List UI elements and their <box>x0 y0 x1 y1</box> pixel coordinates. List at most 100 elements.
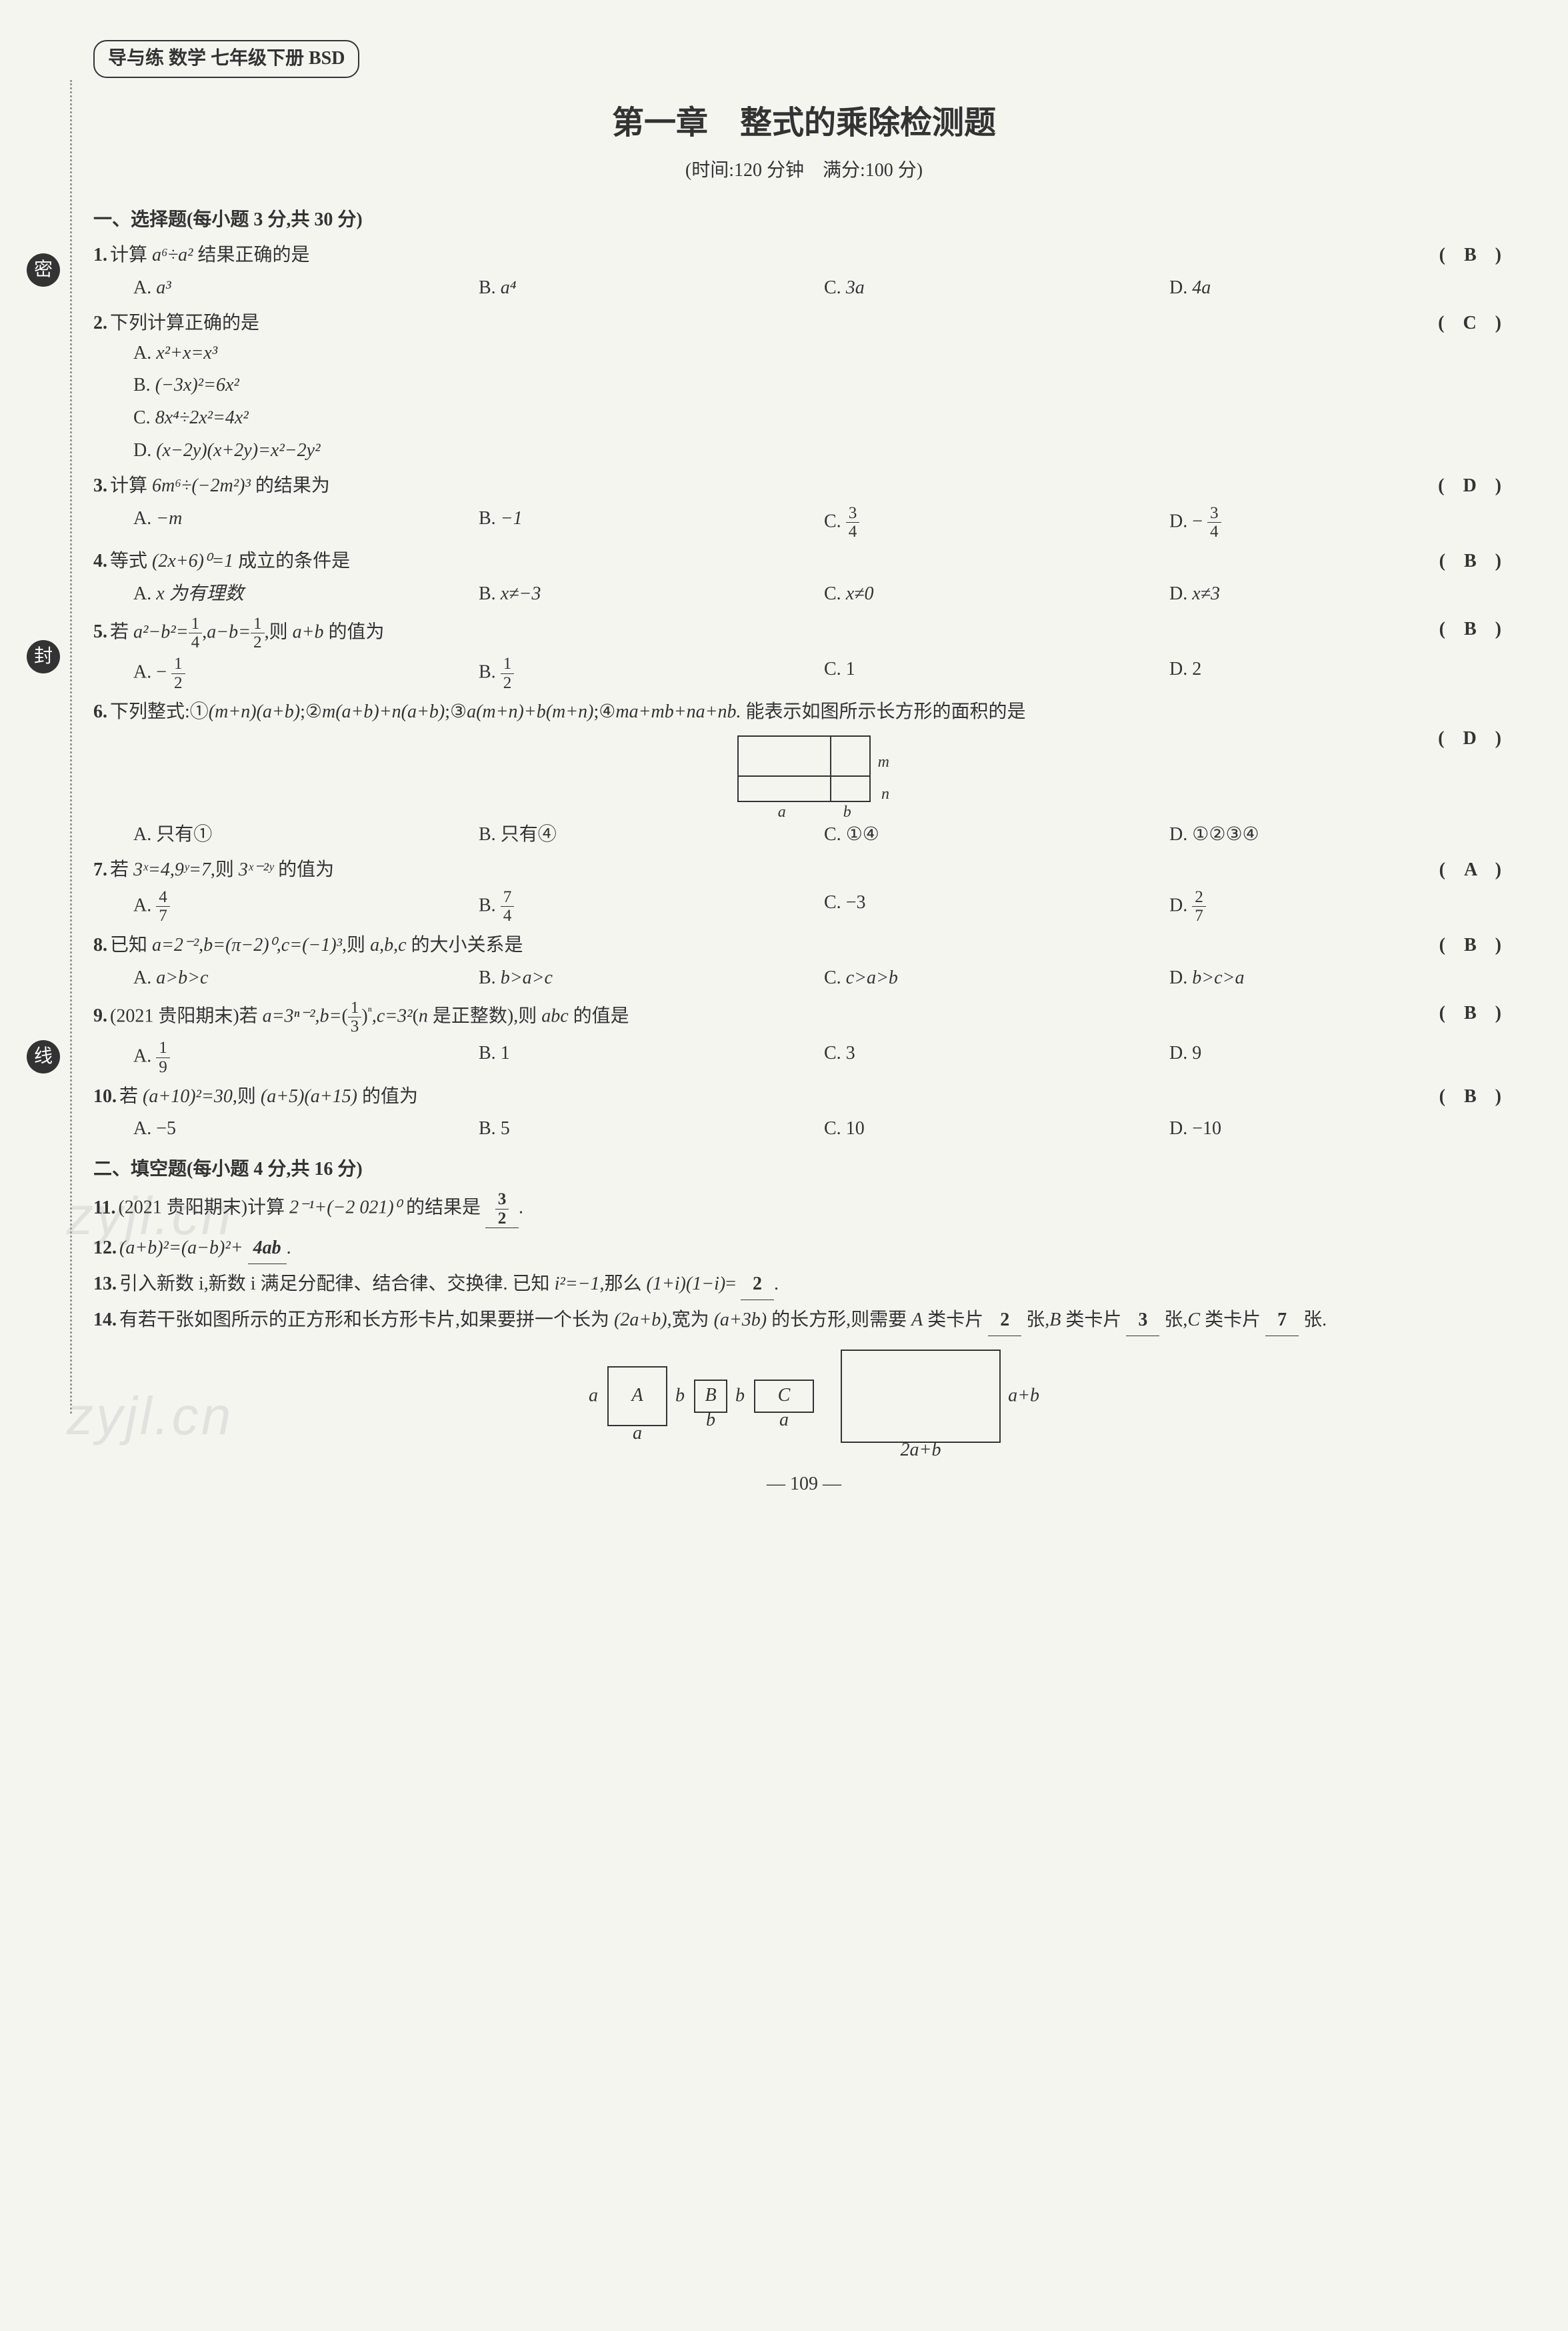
answer: ( A ) <box>1439 855 1501 885</box>
text-part: 计算 <box>110 245 152 265</box>
option-A: A. −m <box>133 504 479 541</box>
answer: ( B ) <box>1439 615 1501 645</box>
opt-text: −m <box>156 508 182 529</box>
option-B: B. 74 <box>479 888 824 925</box>
answer: ( C ) <box>1438 309 1501 339</box>
frac-den: 2 <box>495 1210 509 1228</box>
opt-text: c>a>b <box>846 967 898 988</box>
side-label: a <box>779 1406 789 1436</box>
q-text: (2021 贵阳期末)若 a=3ⁿ⁻²,b=(13)ⁿ,c=3²(n 是正整数)… <box>110 999 1515 1036</box>
q-num: 10. <box>93 1082 117 1112</box>
q-num: 2. <box>93 309 107 339</box>
option-C: C. ①④ <box>824 820 1169 850</box>
opt-text: x≠−3 <box>501 583 541 604</box>
question-5: 5. 若 a²−b²=14,a−b=12,则 a+b 的值为 ( B ) A. … <box>93 615 1515 693</box>
math: a²−b²= <box>133 621 189 642</box>
opt-text: ①④ <box>846 824 879 845</box>
figure-rect: m n a b <box>93 735 1515 812</box>
option-A: A. a³ <box>133 273 479 303</box>
opt-text: 8x⁴÷2x²=4x² <box>155 407 249 428</box>
period: . <box>774 1274 779 1294</box>
q-num: 6. <box>93 697 107 727</box>
question-8: 8. 已知 a=2⁻²,b=(π−2)⁰,c=(−1)³,则 a,b,c 的大小… <box>93 931 1515 993</box>
question-14: 14. 有若干张如图所示的正方形和长方形卡片,如果要拼一个长为 (2a+b),宽… <box>93 1306 1515 1443</box>
v-line <box>830 737 831 801</box>
text-part: ( <box>413 1005 419 1026</box>
side-label: 2a+b <box>901 1436 941 1466</box>
q-text: (2021 贵阳期末)计算 2⁻¹+(−2 021)⁰ 的结果是 32. <box>118 1190 1515 1228</box>
opt-text: a⁴ <box>501 277 517 298</box>
math: a⁶÷a² <box>152 245 193 265</box>
opt-text: b>a>c <box>501 967 553 988</box>
text-part: 的值是 <box>569 1005 629 1026</box>
math: (a+3b) <box>714 1310 767 1330</box>
answer-letter: B <box>1464 551 1477 571</box>
frac-den: 2 <box>501 674 515 693</box>
math: ma+mb+na+nb. <box>615 701 741 722</box>
text-part: 的结果是 <box>401 1198 481 1218</box>
math: 6m⁶÷(−2m²)³ <box>152 475 251 496</box>
text-part: ,那么 <box>600 1274 647 1294</box>
answer-letter: B <box>1464 935 1477 955</box>
page-subtitle: (时间:120 分钟 满分:100 分) <box>93 156 1515 186</box>
frac-num: 1 <box>251 615 265 634</box>
card-C: C b a <box>754 1380 814 1413</box>
math: (2a+b) <box>614 1310 667 1330</box>
fraction: 12 <box>171 655 185 692</box>
opt-text: 3 <box>846 1043 855 1063</box>
option-C: C. 8x⁴÷2x²=4x² <box>133 403 1515 433</box>
question-12: 12. (a+b)²=(a−b)²+ 4ab. <box>93 1234 1515 1264</box>
option-A: A. 只有① <box>133 820 479 850</box>
fill-answer: 4ab <box>248 1234 287 1264</box>
math: a+b <box>293 621 324 642</box>
label-a: a <box>778 799 786 825</box>
letter: A <box>911 1310 923 1330</box>
option-B: B. 1 <box>479 1039 824 1076</box>
text-part: 类卡片 <box>1200 1310 1261 1330</box>
option-A: A. 19 <box>133 1039 479 1076</box>
q-num: 13. <box>93 1270 117 1300</box>
ans-text: 4ab <box>253 1238 281 1258</box>
math: a,b,c <box>370 935 406 955</box>
option-B: B. (−3x)²=6x² <box>133 371 1515 401</box>
options: A. 47 B. 74 C. −3 D. 27 <box>93 888 1515 925</box>
dotted-line <box>70 80 72 1414</box>
option-B: B. a⁴ <box>479 273 824 303</box>
q-num: 3. <box>93 471 107 501</box>
question-2: 2. 下列计算正确的是 ( C ) A. x²+x=x³ B. (−3x)²=6… <box>93 309 1515 466</box>
marker-feng: 封 <box>27 640 60 673</box>
options: A. −5 B. 5 C. 10 D. −10 <box>93 1114 1515 1144</box>
answer: ( B ) <box>1439 931 1501 961</box>
math: a(m+n)+b(m+n) <box>467 701 593 722</box>
letter: B <box>1049 1310 1061 1330</box>
fraction: 14 <box>189 615 203 652</box>
text-part: 有若干张如图所示的正方形和长方形卡片,如果要拼一个长为 <box>119 1310 614 1330</box>
text-part: 若 <box>110 621 133 642</box>
question-6: 6. 下列整式:①(m+n)(a+b);②m(a+b)+n(a+b);③a(m+… <box>93 697 1515 849</box>
frac-den: 3 <box>348 1017 362 1036</box>
text-part: 张, <box>1026 1310 1049 1330</box>
opt-text: a>b>c <box>156 967 208 988</box>
opt-text: 5 <box>501 1118 510 1139</box>
card-big: a+b 2a+b <box>841 1350 1001 1443</box>
answer-letter: B <box>1464 619 1477 639</box>
opt-text: 9 <box>1192 1043 1201 1063</box>
card-A: A a a <box>607 1366 667 1426</box>
fraction: 13 <box>348 999 362 1036</box>
options: A. a³ B. a⁴ C. 3a D. 4a <box>93 273 1515 303</box>
fraction: 34 <box>846 504 860 541</box>
opt-text: −5 <box>156 1118 176 1139</box>
text-part: ;④ <box>594 701 616 722</box>
fill-answer: 2 <box>741 1270 774 1300</box>
label-b: b <box>843 799 851 825</box>
opt-text: ①②③④ <box>1192 824 1259 845</box>
text-part: 等式 <box>110 551 152 571</box>
question-4: 4. 等式 (2x+6)⁰=1 成立的条件是 ( B ) A. x 为有理数 B… <box>93 547 1515 609</box>
frac-num: 7 <box>501 888 515 907</box>
math: n <box>419 1005 428 1026</box>
frac-num: 1 <box>189 615 203 634</box>
answer: ( B ) <box>1439 241 1501 271</box>
text-part: 类卡片 <box>923 1310 983 1330</box>
q-text: 有若干张如图所示的正方形和长方形卡片,如果要拼一个长为 (2a+b),宽为 (a… <box>119 1306 1515 1336</box>
frac-den: 4 <box>846 523 860 541</box>
